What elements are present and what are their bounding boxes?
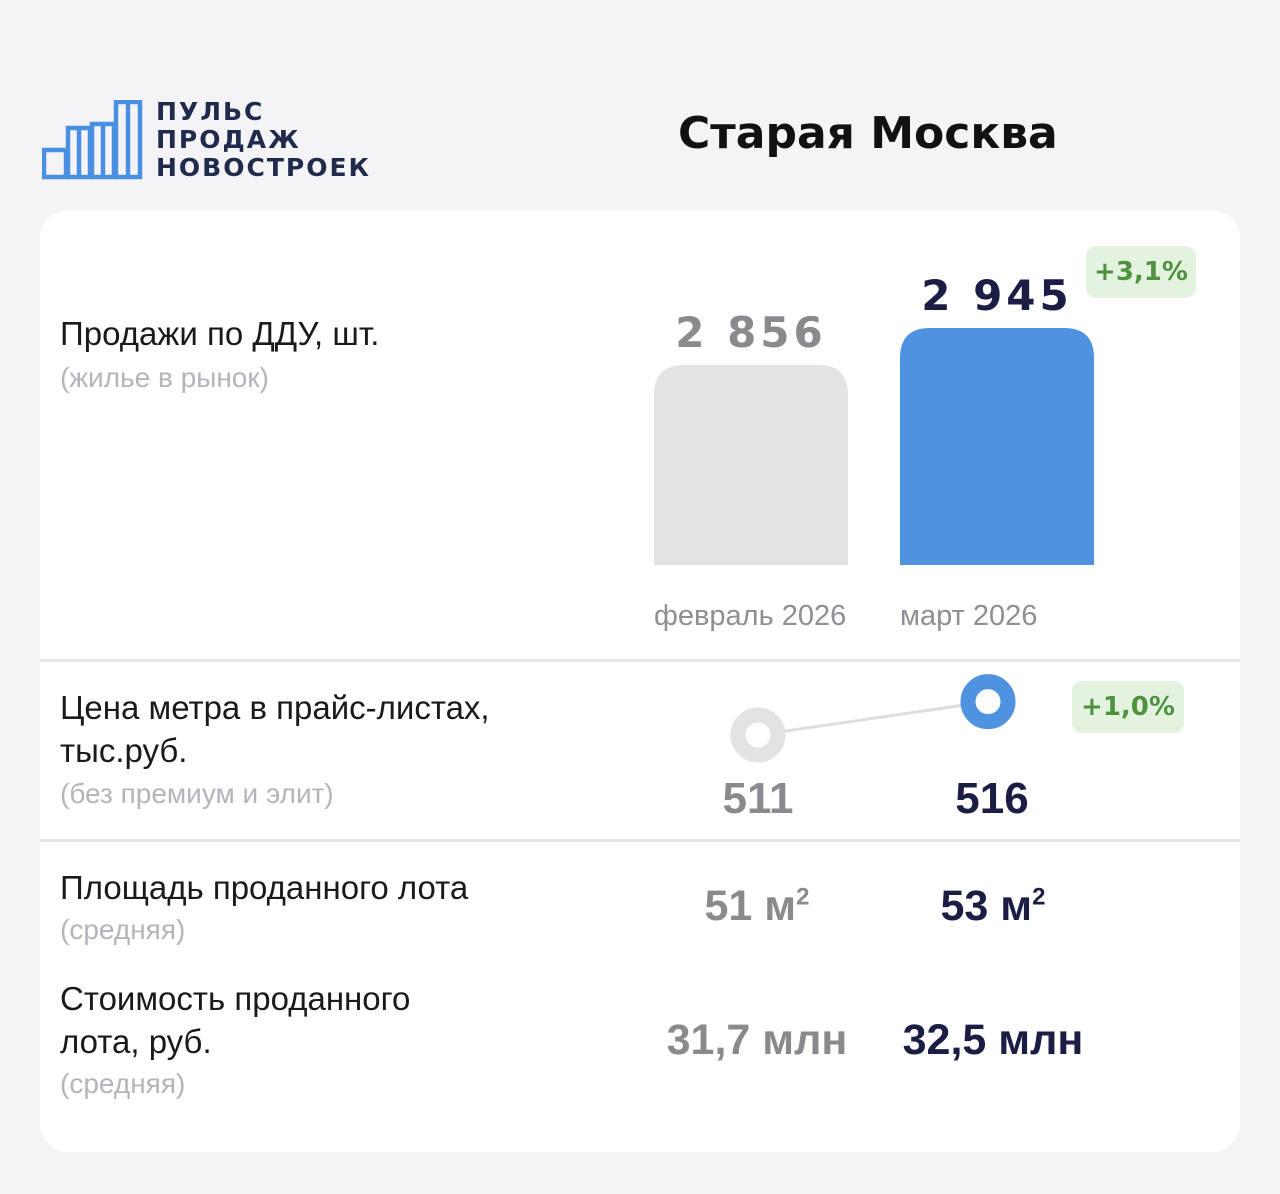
logo-line-1: ПУЛЬС (156, 97, 265, 126)
divider-2 (40, 839, 1240, 842)
area-prev-number: 51 м (704, 882, 797, 930)
logo-text: ПУЛЬС ПРОДАЖ НОВОСТРОЕК (156, 98, 371, 182)
area-prev-exp: 2 (796, 883, 810, 911)
cost-label-line1: Стоимость проданного (60, 980, 411, 1017)
buildings-bars-icon (42, 100, 143, 180)
sales-value-prev: 2 856 (675, 308, 827, 357)
price-value-prev: 511 (722, 774, 794, 823)
price-change-badge: +1,0% (1072, 681, 1184, 733)
area-label: Площадь проданного лота (60, 869, 469, 906)
cost-value-curr: 32,5 млн (902, 1016, 1084, 1064)
sales-bar-prev (654, 365, 848, 565)
price-label-line1: Цена метра в прайс-листах, (60, 689, 490, 726)
month-label-curr: март 2026 (900, 600, 1038, 632)
sales-sublabel: (жилье в рынок) (60, 362, 269, 393)
logo-line-3: НОВОСТРОЕК (156, 153, 371, 182)
cost-label-line2: лота, руб. (60, 1023, 212, 1060)
divider-1 (40, 659, 1240, 662)
area-value-prev: 51 м2 (680, 882, 834, 931)
price-point-prev (730, 707, 786, 763)
price-value-curr: 516 (955, 774, 1029, 823)
price-sublabel: (без премиум и элит) (60, 778, 334, 809)
price-line-chart (730, 674, 1016, 763)
area-curr-exp: 2 (1032, 883, 1046, 911)
region-title: Старая Москва (678, 108, 1058, 159)
area-sublabel: (средняя) (60, 914, 186, 945)
sales-value-curr: 2 945 (921, 271, 1073, 320)
cost-value-prev: 31,7 млн (666, 1016, 848, 1064)
logo-line-2: ПРОДАЖ (156, 125, 301, 154)
logo: ПУЛЬС ПРОДАЖ НОВОСТРОЕК (42, 98, 382, 182)
price-connector-line (757, 700, 989, 737)
stats-card: Продажи по ДДУ, шт. (жилье в рынок) 2 85… (40, 210, 1240, 1152)
price-label-line2: тыс.руб. (60, 732, 188, 769)
cost-sublabel: (средняя) (60, 1068, 186, 1099)
sales-bar-chart: 2 856 2 945 (654, 271, 1094, 565)
price-point-curr (960, 674, 1016, 730)
month-label-prev: февраль 2026 (654, 600, 847, 632)
sales-label: Продажи по ДДУ, шт. (60, 315, 380, 352)
sales-bar-curr (900, 328, 1094, 565)
area-curr-number: 53 м (940, 882, 1033, 930)
area-value-curr: 53 м2 (916, 882, 1070, 931)
sales-change-badge: +3,1% (1086, 246, 1196, 298)
